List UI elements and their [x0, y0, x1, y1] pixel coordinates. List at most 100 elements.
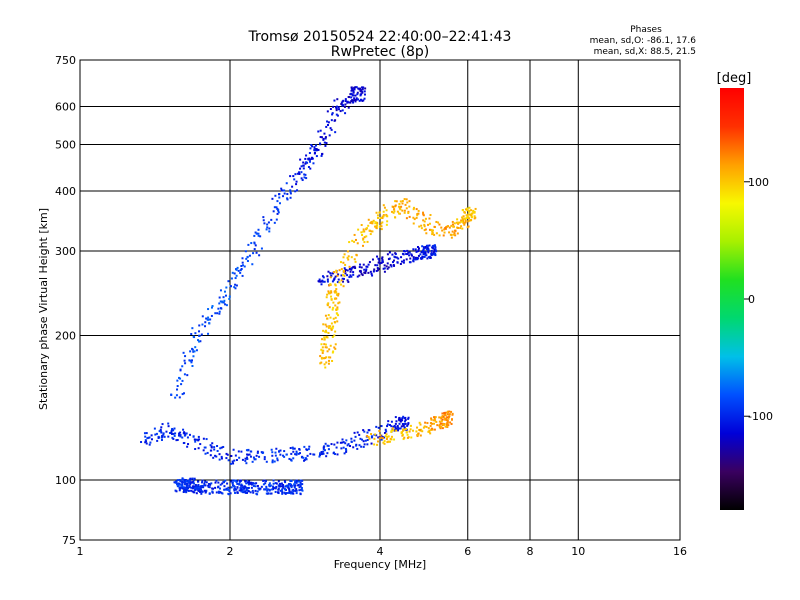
scatter-point: [335, 109, 338, 112]
scatter-point: [399, 427, 402, 430]
scatter-point: [278, 196, 281, 199]
scatter-point: [230, 462, 233, 465]
scatter-point: [391, 210, 394, 213]
scatter-point: [385, 214, 388, 217]
scatter-point: [284, 492, 287, 495]
scatter-point: [175, 439, 178, 442]
scatter-point: [415, 250, 418, 253]
scatter-point: [237, 450, 240, 453]
scatter-point: [367, 224, 370, 227]
scatter-point: [401, 209, 404, 212]
scatter-point: [299, 493, 302, 496]
scatter-point: [228, 295, 231, 298]
scatter-point: [294, 479, 297, 482]
scatter-point: [416, 426, 419, 429]
scatter-point: [295, 488, 298, 491]
scatter-point: [281, 492, 284, 495]
scatter-point: [383, 440, 386, 443]
scatter-point: [234, 277, 237, 280]
scatter-point: [344, 103, 347, 106]
scatter-point: [241, 484, 244, 487]
scatter-point: [361, 274, 364, 277]
scatter-point: [335, 105, 338, 108]
scatter-point: [295, 183, 298, 186]
scatter-point: [402, 424, 405, 427]
scatter-point: [353, 431, 356, 434]
scatter-point: [346, 101, 349, 104]
scatter-point: [364, 87, 367, 90]
scatter-point: [277, 211, 280, 214]
scatter-point: [336, 274, 339, 277]
scatter-point: [404, 418, 407, 421]
scatter-point: [350, 268, 353, 271]
scatter-point: [422, 219, 425, 222]
scatter-point: [255, 232, 258, 235]
y-tick-label: 500: [55, 139, 76, 152]
scatter-point: [366, 227, 369, 230]
scatter-point: [368, 261, 371, 264]
scatter-point: [323, 141, 326, 144]
scatter-point: [295, 450, 298, 453]
colorbar-label: [deg]: [717, 71, 752, 86]
scatter-point: [366, 240, 369, 243]
x-tick-label: 8: [527, 545, 534, 558]
scatter-point: [207, 485, 210, 488]
scatter-point: [467, 209, 470, 212]
scatter-point: [196, 488, 199, 491]
scatter-point: [252, 485, 255, 488]
scatter-point: [345, 450, 348, 453]
scatter-point: [257, 232, 260, 235]
scatter-point: [265, 460, 268, 463]
scatter-point: [326, 110, 329, 113]
scatter-point: [289, 491, 292, 494]
scatter-point: [300, 177, 303, 180]
scatter-point: [290, 484, 293, 487]
scatter-point: [218, 458, 221, 461]
scatter-point: [348, 267, 351, 270]
scatter-point: [236, 486, 239, 489]
scatter-point: [333, 278, 336, 281]
scatter-point: [324, 329, 327, 332]
scatter-point: [195, 349, 198, 352]
scatter-point: [379, 216, 382, 219]
scatter-point: [204, 491, 207, 494]
scatter-point: [448, 410, 451, 413]
scatter-point: [403, 428, 406, 431]
scatter-point: [362, 228, 365, 231]
scatter-point: [381, 257, 384, 260]
scatter-point: [431, 253, 434, 256]
scatter-point: [305, 154, 308, 157]
scatter-point: [464, 219, 467, 222]
scatter-point: [443, 418, 446, 421]
scatter-point: [280, 485, 283, 488]
scatter-point: [408, 215, 411, 218]
scatter-point: [187, 489, 190, 492]
scatter-point: [407, 422, 410, 425]
scatter-point: [198, 330, 201, 333]
scatter-point: [158, 430, 161, 433]
scatter-point: [330, 291, 333, 294]
scatter-point: [163, 435, 166, 438]
scatter-point: [302, 167, 305, 170]
scatter-point: [334, 453, 337, 456]
scatter-point: [330, 322, 333, 325]
scatter-point: [224, 303, 227, 306]
scatter-point: [268, 230, 271, 233]
y-tick-label: 750: [55, 54, 76, 67]
scatter-point: [287, 491, 290, 494]
scatter-point: [324, 136, 327, 139]
scatter-point: [275, 218, 278, 221]
scatter-point: [342, 277, 345, 280]
scatter-point: [402, 428, 405, 431]
scatter-point: [392, 206, 395, 209]
scatter-point: [380, 438, 383, 441]
scatter-point: [375, 425, 378, 428]
scatter-point: [244, 459, 247, 462]
scatter-point: [209, 454, 212, 457]
scatter-point: [363, 97, 366, 100]
scatter-point: [280, 482, 283, 485]
scatter-point: [310, 157, 313, 160]
scatter-point: [335, 308, 338, 311]
scatter-point: [336, 320, 339, 323]
scatter-point: [312, 162, 315, 165]
